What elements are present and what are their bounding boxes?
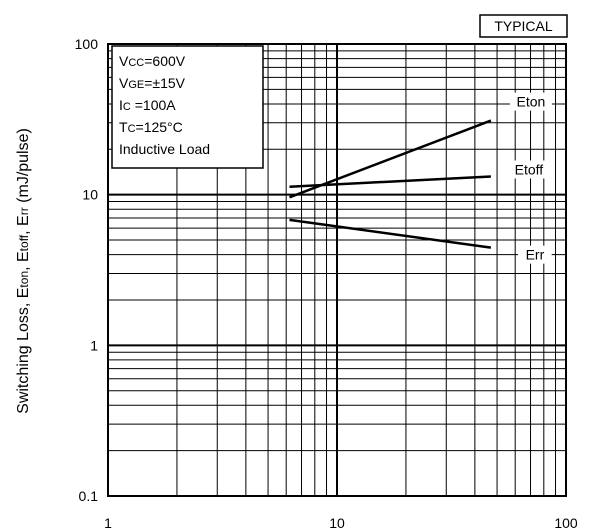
badge-box — [479, 14, 568, 38]
y-tick-label: 100 — [75, 36, 99, 52]
series-layer — [289, 119, 492, 249]
plot-frame — [107, 43, 567, 497]
series-label-bg — [503, 160, 555, 179]
y-tick-label: 0.1 — [79, 488, 99, 504]
series-label-bg — [518, 245, 552, 264]
y-tick-label: 10 — [82, 187, 98, 203]
y-axis-label: Switching Loss, Eton, Etoff, Err (mJ/pul… — [15, 128, 32, 414]
series-label-bg — [509, 92, 552, 111]
badge-text: TYPICAL — [494, 18, 553, 34]
tick-labels: 1 10 100 0.1 1 10 100 — [75, 36, 578, 530]
condition-line: TC=125°C — [119, 119, 183, 135]
series-line-err — [289, 218, 492, 249]
conditions-box-frame — [111, 45, 264, 169]
series-labels: Eton Etoff Err — [503, 92, 555, 264]
series-label-eton: Eton — [517, 94, 546, 110]
condition-line: IC =100A — [119, 97, 176, 113]
conditions-box: VCC=600V VGE=±15V IC =100A TC=125°C Inductiv… — [111, 45, 264, 169]
series-label-err: Err — [526, 247, 545, 263]
major-gridlines — [108, 44, 566, 496]
series-label-etoff: Etoff — [515, 162, 544, 178]
x-tick-label: 1 — [104, 515, 112, 530]
series-line-etoff — [289, 175, 491, 188]
condition-line: Inductive Load — [119, 141, 210, 157]
condition-line: VCC=600V — [119, 53, 186, 69]
y-tick-label: 1 — [90, 337, 98, 353]
x-tick-label: 100 — [554, 515, 578, 530]
typical-badge: TYPICAL — [479, 14, 568, 38]
x-tick-label: 10 — [329, 515, 345, 530]
condition-line: VGE=±15V — [119, 75, 186, 91]
